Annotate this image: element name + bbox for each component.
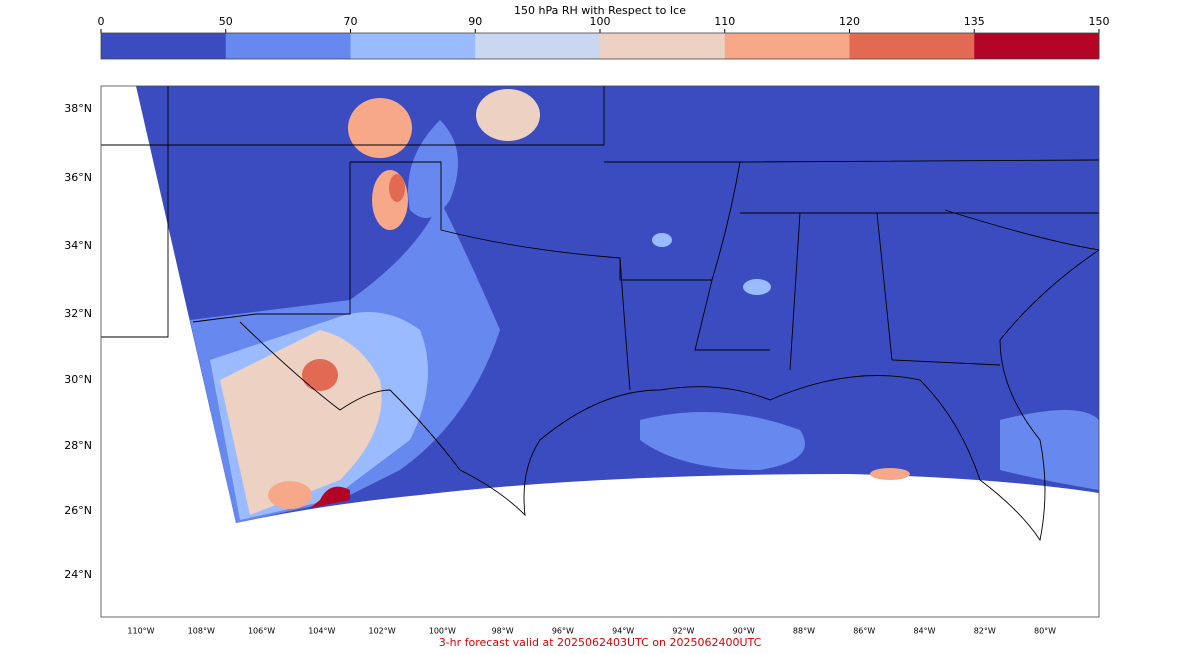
lon-label: 108°W [188,627,215,636]
field-blob [476,89,540,141]
colorbar-segment [849,33,975,59]
colorbar-tick-label: 120 [839,15,860,28]
lon-label: 104°W [308,627,335,636]
lon-label: 92°W [672,627,694,636]
field-blob [302,359,338,391]
colorbar-tick-label: 70 [344,15,358,28]
lon-label: 96°W [552,627,574,636]
colorbar-segment [475,33,601,59]
colorbar: 0 50 70 90 100 110 120 135 150 [98,15,1110,59]
colorbar-segment [724,33,850,59]
lat-label: 24°N [64,568,92,581]
colorbar-frame [100,32,1100,60]
map [101,86,1099,542]
colorbar-segment [350,33,476,59]
field-region [220,330,382,515]
lon-label: 102°W [368,627,395,636]
lat-label: 34°N [64,239,92,252]
field-blob [268,481,312,509]
field-blob [652,233,672,247]
colorbar-tick-label: 110 [714,15,735,28]
colorbar-tick-label: 90 [468,15,482,28]
footer: 3-hr forecast valid at 2025062403UTC on … [439,636,762,649]
colorbar-tick-label: 0 [98,15,105,28]
colorbar-tick-label: 100 [590,15,611,28]
field-region [1000,410,1099,490]
field-blob [310,486,350,508]
lon-label: 80°W [1034,627,1056,636]
field-region [408,120,458,218]
lat-label: 36°N [64,171,92,184]
lat-label: 28°N [64,439,92,452]
colorbar-segment [225,33,351,59]
lon-label: 84°W [913,627,935,636]
lon-label: 90°W [733,627,755,636]
lat-label: 38°N [64,102,92,115]
colorbar-tick-label: 135 [964,15,985,28]
lat-labels: 38°N 36°N 34°N 32°N 30°N 28°N 26°N 24°N [64,102,92,581]
lat-label: 30°N [64,373,92,386]
borders [101,86,1099,542]
field-blob [870,468,910,480]
lon-label: 86°W [853,627,875,636]
map-frame [100,85,1100,618]
lon-label: 82°W [974,627,996,636]
colorbar-title: 150 hPa RH with Respect to Ice [514,4,686,17]
lat-label: 26°N [64,504,92,517]
lon-label: 100°W [429,627,456,636]
lon-label: 110°W [127,627,154,636]
lon-labels: 110°W 108°W 106°W 104°W 102°W 100°W 98°W 96°W 94… [127,627,1056,636]
colorbar-segment [101,33,227,59]
field-blob [348,98,412,158]
lon-label: 106°W [248,627,275,636]
colorbar-tick-label: 150 [1089,15,1110,28]
field-blob [389,174,405,202]
field-blob [743,279,771,295]
lat-label: 32°N [64,307,92,320]
lon-label: 88°W [793,627,815,636]
colorbar-segment [600,33,726,59]
colorbar-tick-label: 50 [219,15,233,28]
field-region [640,412,805,470]
lon-label: 94°W [612,627,634,636]
lon-label: 98°W [492,627,514,636]
colorbar-segment [974,33,1100,59]
